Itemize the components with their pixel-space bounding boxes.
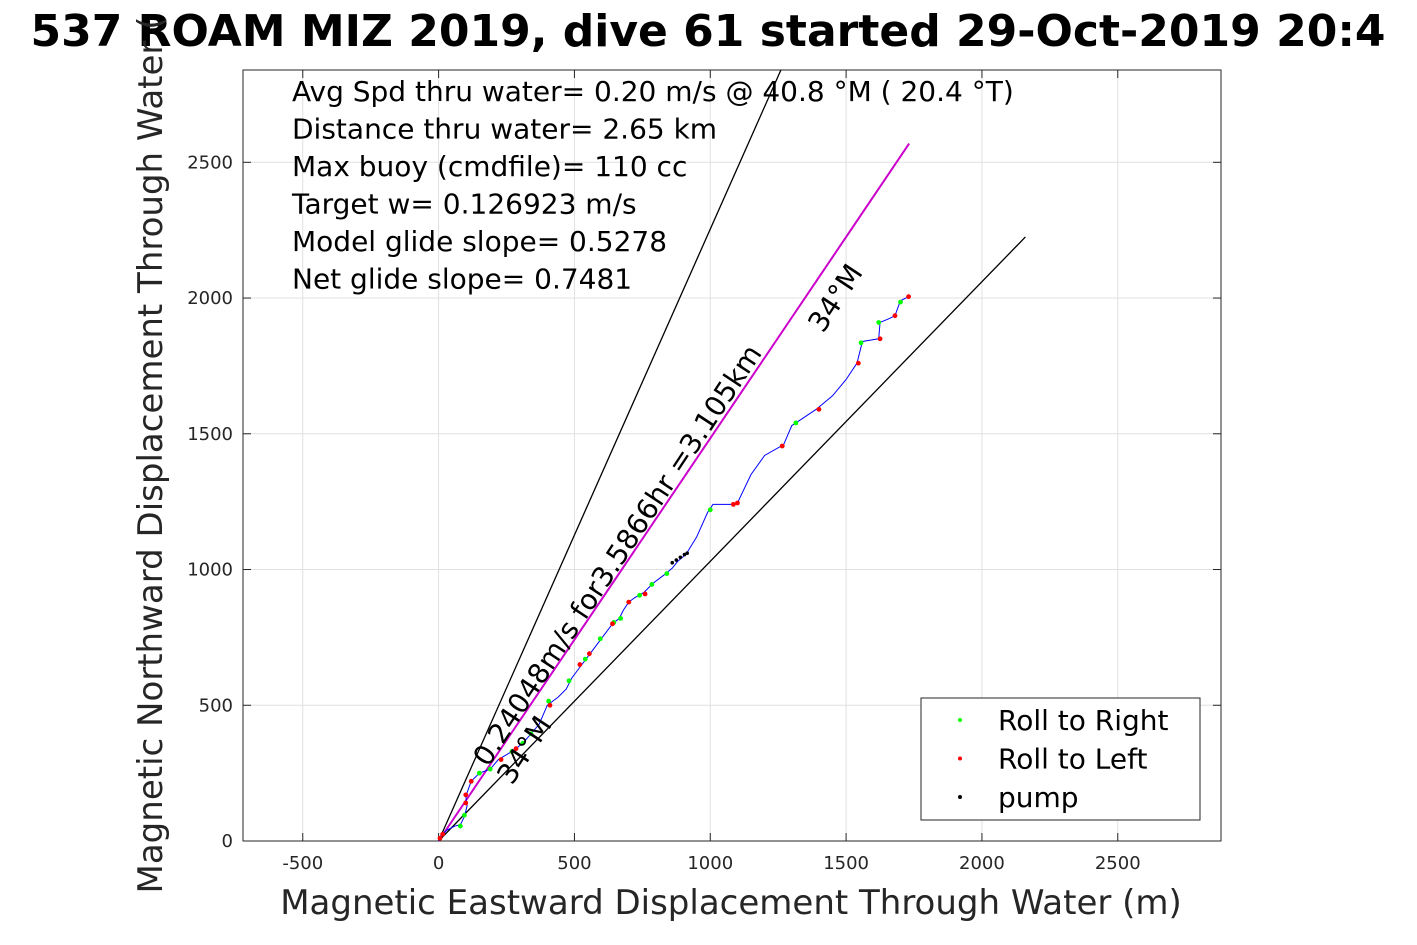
legend-marker <box>958 756 962 761</box>
point-roll-to-left <box>877 336 883 342</box>
point-roll-to-right <box>898 299 903 305</box>
point-roll-to-right <box>858 340 864 346</box>
point-roll-to-left <box>547 702 553 708</box>
reference-line-cone-right <box>438 236 1026 842</box>
x-tick-label: 1500 <box>823 853 869 874</box>
reference-line-heading <box>437 143 910 842</box>
reference-lines <box>437 69 1026 842</box>
y-tick-label: 2500 <box>187 152 233 173</box>
point-roll-to-right <box>457 823 463 829</box>
legend-label: Roll to Right <box>998 704 1169 737</box>
point-roll-to-right <box>649 582 655 587</box>
y-tick-label: 500 <box>199 695 233 716</box>
y-axis-label: Magnetic Northward Displacement Through … <box>131 17 171 894</box>
point-roll-to-left <box>610 621 615 627</box>
x-tick-label: 1000 <box>687 853 733 874</box>
reference-line-cone-left <box>438 69 782 842</box>
point-pump <box>674 558 679 562</box>
chart-title: 537 ROAM MIZ 2019, dive 61 started 29-Oc… <box>30 6 1385 57</box>
point-roll-to-right <box>637 592 643 598</box>
stats-line: Net glide slope= 0.7481 <box>292 263 632 296</box>
point-roll-to-left <box>463 792 469 798</box>
y-tick-label: 1000 <box>187 560 233 581</box>
y-tick-label: 1500 <box>187 424 233 445</box>
speed-annotation: 0.24048m/s for3.5866hr =3.105km <box>466 339 768 772</box>
point-roll-to-left <box>626 599 632 605</box>
point-roll-to-right <box>597 636 603 642</box>
point-roll-to-right <box>462 812 467 818</box>
point-roll-to-left <box>577 662 583 667</box>
x-tick-label: -500 <box>282 853 323 874</box>
stats-block: Avg Spd thru water= 0.20 m/s @ 40.8 °M (… <box>291 75 1014 296</box>
point-roll-to-left <box>816 406 822 412</box>
x-axis: -500 0 500 1000 1500 2000 2500 <box>282 70 1141 874</box>
x-axis-label: Magnetic Eastward Displacement Through W… <box>280 883 1182 923</box>
point-roll-to-left <box>498 757 504 762</box>
stats-line: Max buoy (cmdfile)= 110 cc <box>292 150 687 183</box>
point-roll-to-left <box>463 800 469 806</box>
markers <box>437 294 911 841</box>
point-roll-to-right <box>528 731 534 737</box>
y-tick-label: 0 <box>222 831 233 852</box>
grid <box>243 70 1221 842</box>
legend-box <box>920 697 1201 821</box>
legend-label: pump <box>998 781 1079 814</box>
stats-line: Model glide slope= 0.5278 <box>292 225 667 258</box>
point-roll-to-right <box>487 766 493 772</box>
point-roll-to-left <box>642 591 648 597</box>
point-roll-to-right <box>476 770 482 776</box>
axes-box <box>242 69 1222 842</box>
track <box>438 296 909 842</box>
point-roll-to-left <box>586 651 592 657</box>
point-roll-to-right <box>876 320 882 325</box>
stats-line: Target w= 0.126923 m/s <box>291 188 637 221</box>
x-tick-label: 500 <box>557 853 591 874</box>
point-roll-to-right <box>618 615 624 621</box>
legend-label: Roll to Left <box>998 743 1147 776</box>
point-roll-to-left <box>779 443 785 449</box>
point-roll-to-right <box>793 420 799 426</box>
stats-line: Avg Spd thru water= 0.20 m/s @ 40.8 °M (… <box>292 75 1014 108</box>
y-axis: 0 500 1000 1500 2000 2500 <box>187 152 1221 852</box>
point-roll-to-left <box>855 360 861 366</box>
point-roll-to-left <box>468 778 474 784</box>
point-roll-to-left <box>892 313 898 319</box>
point-roll-to-right <box>664 571 670 576</box>
point-roll-to-left <box>730 501 736 507</box>
point-roll-to-right <box>520 740 526 746</box>
point-roll-to-left <box>735 500 740 506</box>
point-roll-to-right <box>707 507 713 513</box>
stats-line: Distance thru water= 2.65 km <box>292 113 717 146</box>
legend-marker <box>958 795 962 799</box>
point-pump <box>678 555 683 560</box>
point-roll-to-left <box>437 835 443 841</box>
point-roll-to-left <box>513 746 519 752</box>
x-tick-label: 0 <box>433 853 444 874</box>
y-tick-label: 2000 <box>187 288 233 309</box>
legend-marker <box>958 718 962 722</box>
point-roll-to-left <box>440 831 446 837</box>
point-roll-to-right <box>509 749 515 754</box>
point-pump <box>670 560 675 565</box>
point-roll-to-right <box>546 698 552 704</box>
point-roll-to-left <box>906 294 911 300</box>
point-pump <box>685 551 689 556</box>
x-tick-label: 2500 <box>1095 853 1141 874</box>
point-roll-to-right <box>582 656 588 662</box>
point-pump <box>682 552 687 557</box>
legend: Roll to Right Roll to Left pump <box>920 697 1201 821</box>
x-tick-label: 2000 <box>959 853 1005 874</box>
track-line <box>438 296 909 842</box>
point-roll-to-right <box>566 678 572 684</box>
